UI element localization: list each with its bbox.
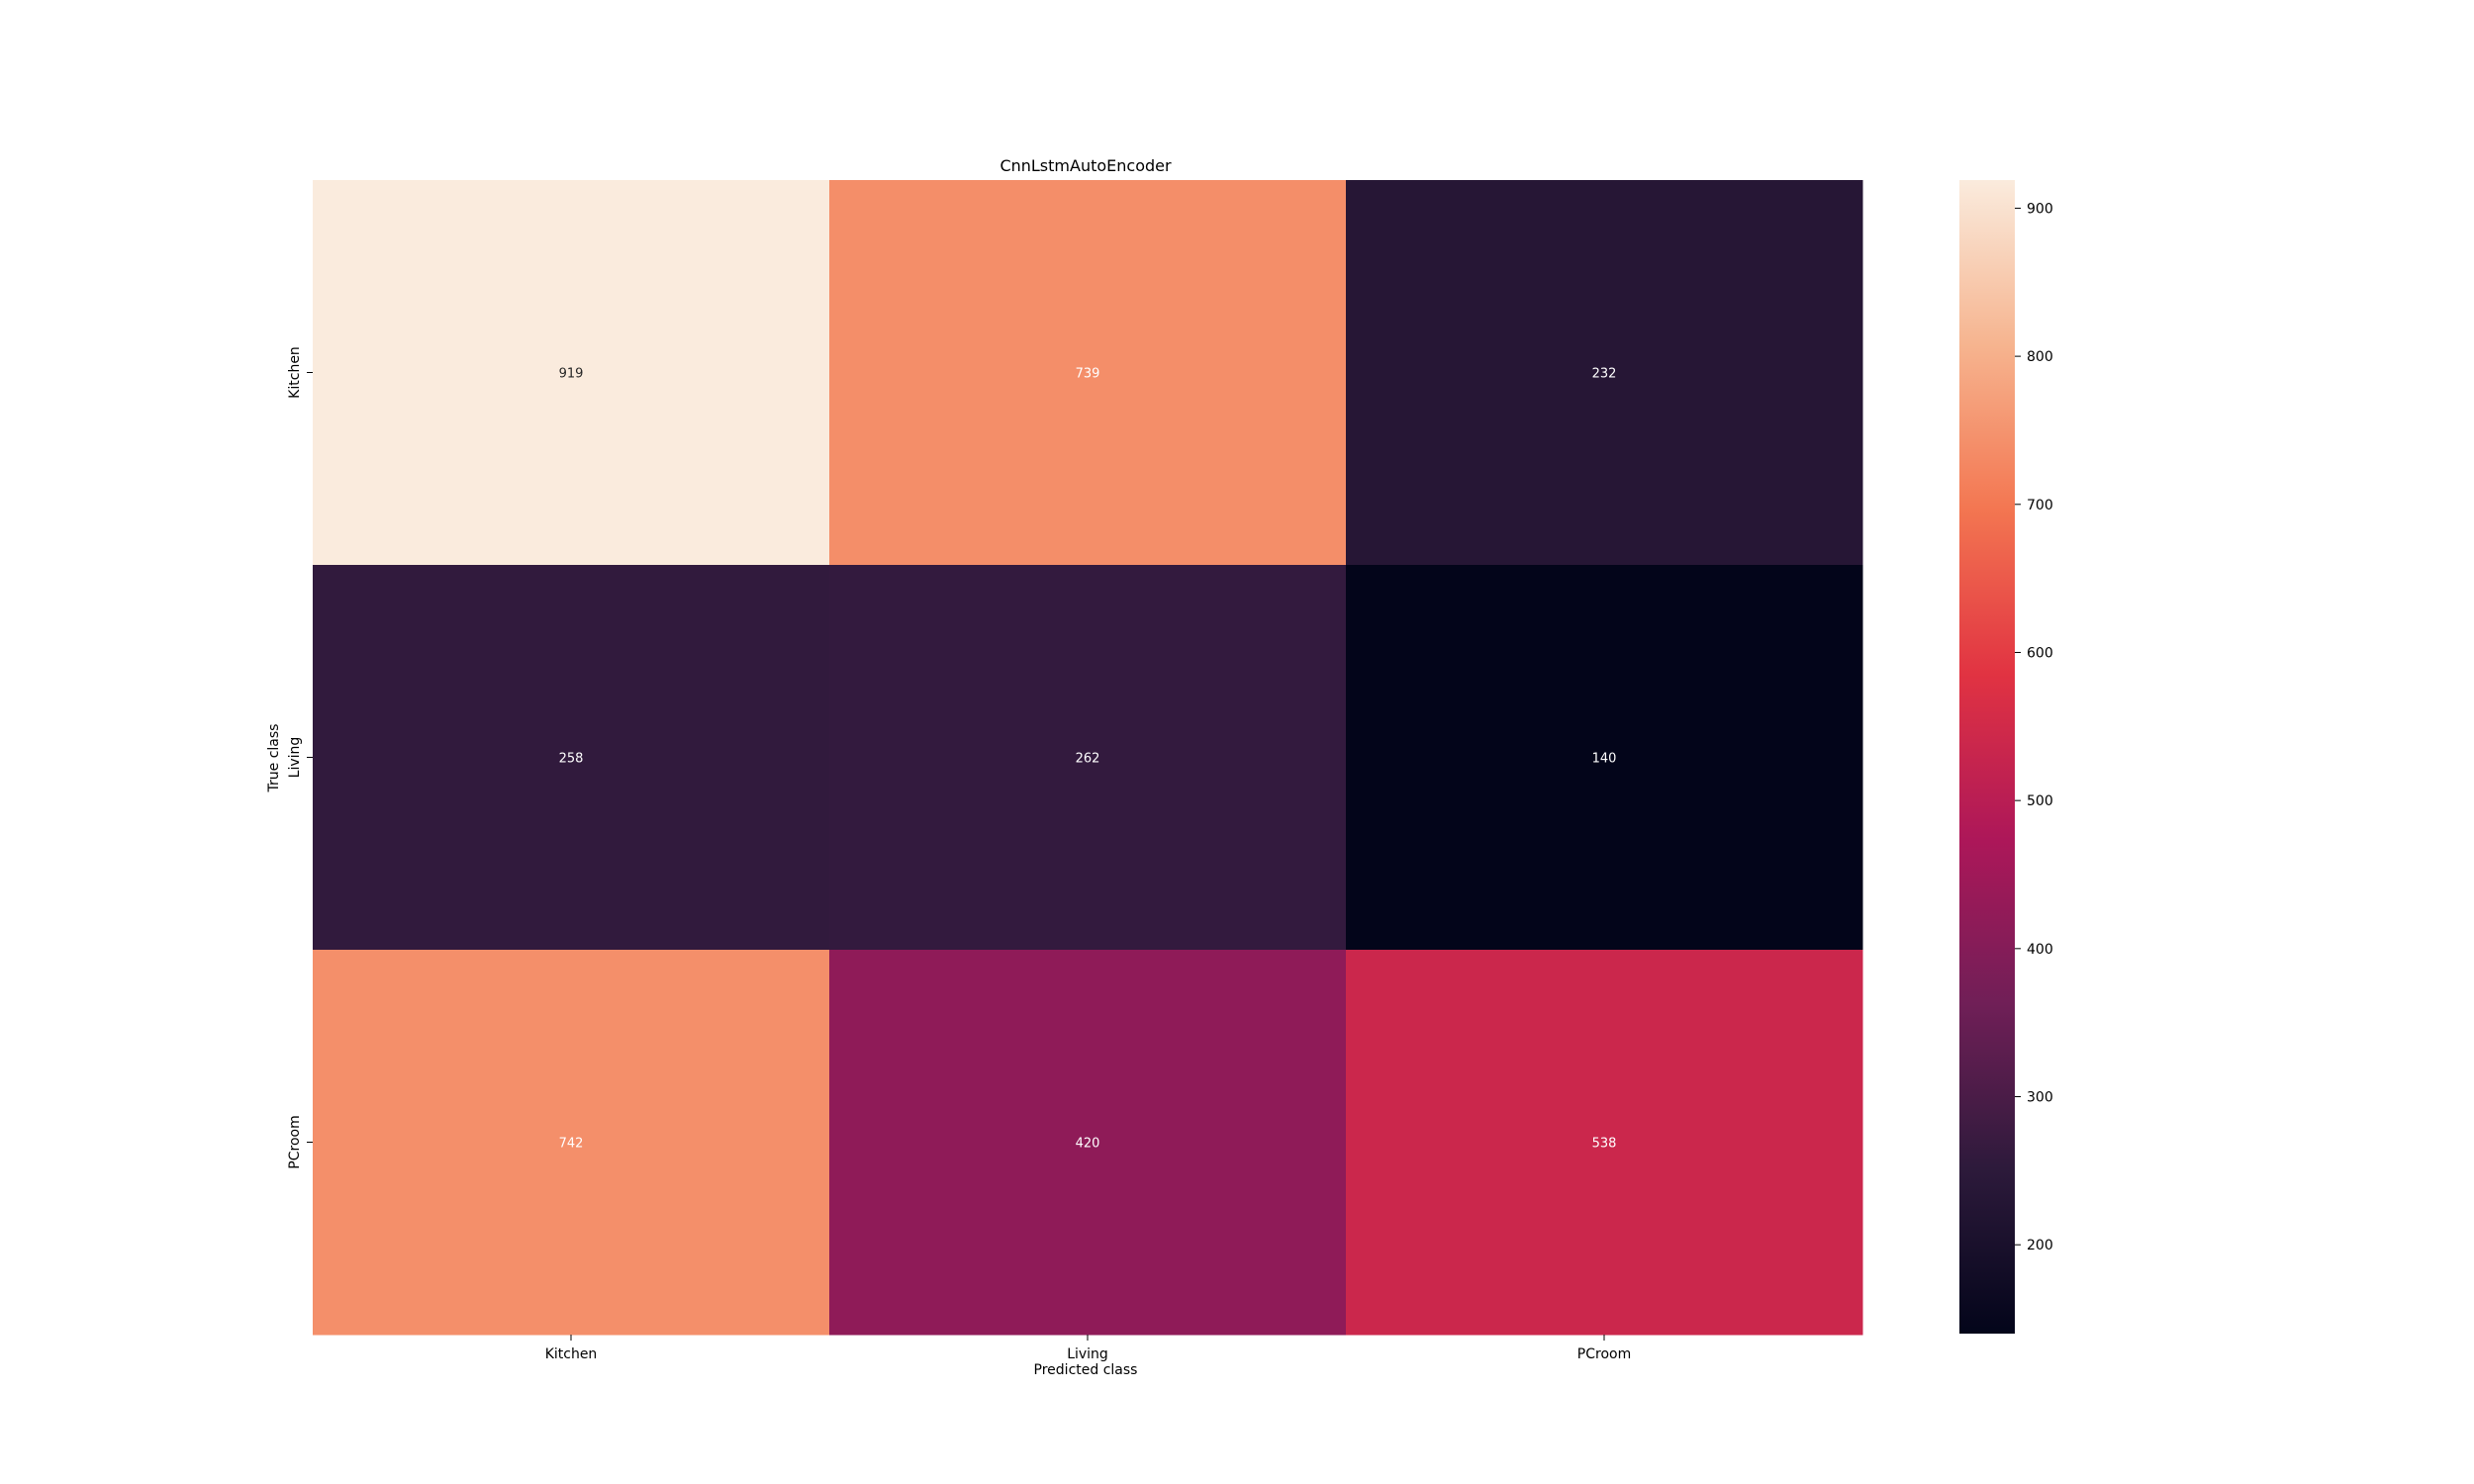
x-tick-label: PCroom — [1577, 1346, 1631, 1362]
colorbar-tick-label: 600 — [2027, 645, 2053, 661]
cell-value-label: 919 — [559, 367, 584, 382]
colorbar: 200 300 400 500 600 700 800 900 — [1959, 180, 2053, 1334]
colorbar-tick-label: 700 — [2027, 498, 2053, 513]
heatmap-cell — [313, 950, 830, 1336]
heatmap-cell — [313, 180, 830, 566]
y-tick-label: PCroom — [287, 1115, 303, 1168]
heatmap-cell — [313, 565, 830, 951]
y-axis: Kitchen Living PCroom — [287, 346, 313, 1169]
heatmap-cell — [829, 950, 1347, 1336]
heatmap-cell — [1346, 565, 1863, 951]
cell-value-label: 258 — [559, 752, 584, 767]
cell-value-label: 232 — [1592, 367, 1617, 382]
cell-value-label: 420 — [1076, 1137, 1100, 1152]
heatmap-cells — [313, 180, 1863, 1336]
cell-value-label: 262 — [1076, 752, 1100, 767]
colorbar-tick-label: 800 — [2027, 349, 2053, 365]
x-tick-label: Kitchen — [545, 1346, 598, 1362]
y-axis-label: True class — [266, 724, 282, 793]
heatmap-cell — [829, 565, 1347, 951]
cell-value-label: 739 — [1076, 367, 1100, 382]
cell-value-label: 742 — [559, 1137, 584, 1152]
heatmap-cell-labels: 919 739 232 258 262 140 742 420 538 — [559, 367, 1617, 1152]
cell-value-label: 140 — [1592, 752, 1617, 767]
colorbar-tick-label: 500 — [2027, 793, 2053, 809]
y-tick-label: Living — [287, 737, 303, 779]
colorbar-tick-label: 400 — [2027, 942, 2053, 958]
y-tick-label: Kitchen — [287, 346, 303, 399]
x-axis-label: Predicted class — [1034, 1362, 1138, 1378]
x-axis: Kitchen Living PCroom — [545, 1335, 1631, 1362]
heatmap-cell — [829, 180, 1347, 566]
chart-title: CnnLstmAutoEncoder — [999, 156, 1172, 175]
colorbar-gradient — [1959, 180, 2015, 1334]
x-tick-label: Living — [1067, 1346, 1108, 1362]
colorbar-tick-label: 300 — [2027, 1090, 2053, 1106]
heatmap-cell — [1346, 180, 1863, 566]
heatmap-cell — [1346, 950, 1863, 1336]
colorbar-tick-label: 900 — [2027, 201, 2053, 217]
colorbar-tick-label: 200 — [2027, 1238, 2053, 1253]
cell-value-label: 538 — [1592, 1137, 1617, 1152]
